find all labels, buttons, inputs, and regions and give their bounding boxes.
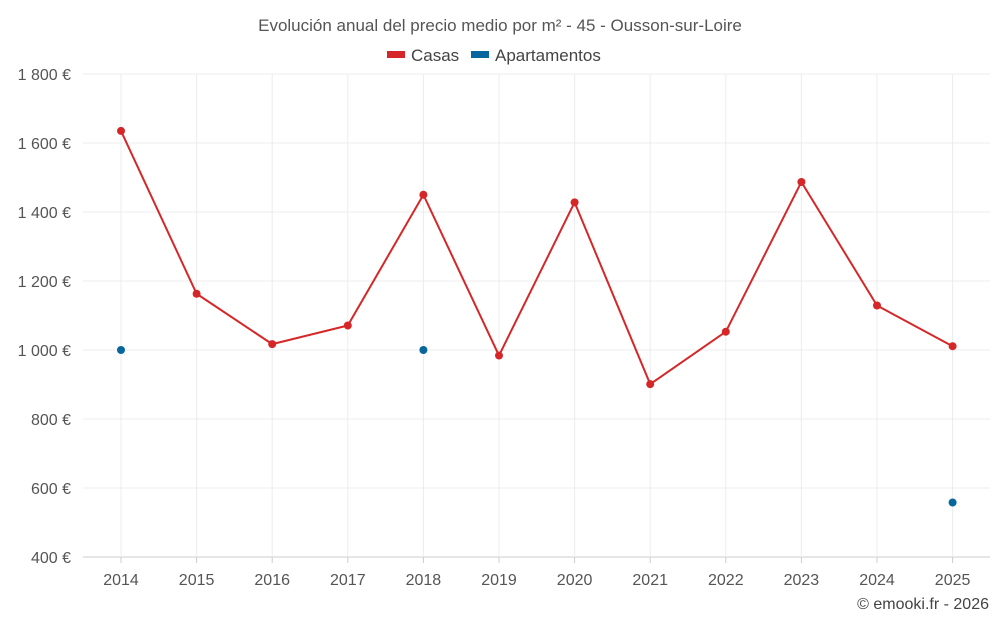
legend-label-casas: Casas xyxy=(411,46,459,65)
y-tick-label-800: 800 € xyxy=(31,412,71,429)
series-line-casas xyxy=(120,130,954,386)
x-tick-label-2017: 2017 xyxy=(330,572,366,589)
data-point-casas-2023[interactable] xyxy=(797,177,806,186)
x-tick-label-2025: 2025 xyxy=(935,572,971,589)
legend-label-apartamentos: Apartamentos xyxy=(495,46,601,65)
y-tick-label-400: 400 € xyxy=(31,550,71,567)
data-point-casas-2014[interactable] xyxy=(117,126,125,135)
y-tick-label-1200: 1 200 € xyxy=(18,274,71,291)
series-casas xyxy=(117,126,957,389)
x-tick-label-2024: 2024 xyxy=(859,572,895,589)
x-tick-label-2014: 2014 xyxy=(103,572,139,589)
x-axis: 2014 2015 2016 2017 2018 2019 2020 2021 2022 2023… xyxy=(103,557,970,589)
legend: Casas Apartamentos xyxy=(387,46,601,65)
y-tick-label-600: 600 € xyxy=(31,481,71,498)
data-point-casas-2020[interactable] xyxy=(570,198,579,207)
y-tick-label-1400: 1 400 € xyxy=(18,205,71,222)
data-point-apartamentos-2018[interactable] xyxy=(419,346,428,354)
data-point-apartamentos-2014[interactable] xyxy=(117,346,125,354)
chart-title: Evolución anual del precio medio por m² … xyxy=(258,16,742,35)
plot-area xyxy=(117,126,957,507)
legend-swatch-casas xyxy=(387,51,405,58)
x-tick-label-2022: 2022 xyxy=(708,572,744,589)
y-tick-label-1800: 1 800 € xyxy=(18,67,71,84)
data-point-casas-2024[interactable] xyxy=(873,301,881,310)
x-tick-label-2021: 2021 xyxy=(632,572,668,589)
legend-item-casas[interactable]: Casas xyxy=(387,46,459,65)
x-tick-label-2016: 2016 xyxy=(254,572,290,589)
series-apartamentos xyxy=(117,346,957,507)
data-point-casas-2025[interactable] xyxy=(948,342,957,351)
x-tick-label-2019: 2019 xyxy=(481,572,517,589)
data-point-casas-2016[interactable] xyxy=(268,340,277,349)
data-point-casas-2017[interactable] xyxy=(343,321,352,330)
y-axis: 400 € 600 € 800 € 1 000 € 1 200 € 1 400 € 1 60… xyxy=(18,67,71,567)
data-point-casas-2021[interactable] xyxy=(646,380,655,389)
data-point-casas-2015[interactable] xyxy=(192,289,201,298)
credit-text: © emooki.fr - 2026 xyxy=(857,596,989,613)
legend-swatch-apartamentos xyxy=(471,51,489,58)
legend-item-apartamentos[interactable]: Apartamentos xyxy=(471,46,601,65)
data-point-casas-2022[interactable] xyxy=(721,327,730,336)
data-point-casas-2018[interactable] xyxy=(419,190,428,199)
data-point-apartamentos-2025[interactable] xyxy=(948,498,957,507)
x-tick-label-2018: 2018 xyxy=(406,572,442,589)
data-point-casas-2019[interactable] xyxy=(495,351,503,360)
x-tick-label-2023: 2023 xyxy=(784,572,820,589)
y-tick-label-1600: 1 600 € xyxy=(18,136,71,153)
x-tick-label-2015: 2015 xyxy=(179,572,215,589)
x-tick-label-2020: 2020 xyxy=(557,572,593,589)
grid xyxy=(83,73,990,558)
y-tick-label-1000: 1 000 € xyxy=(18,343,71,360)
